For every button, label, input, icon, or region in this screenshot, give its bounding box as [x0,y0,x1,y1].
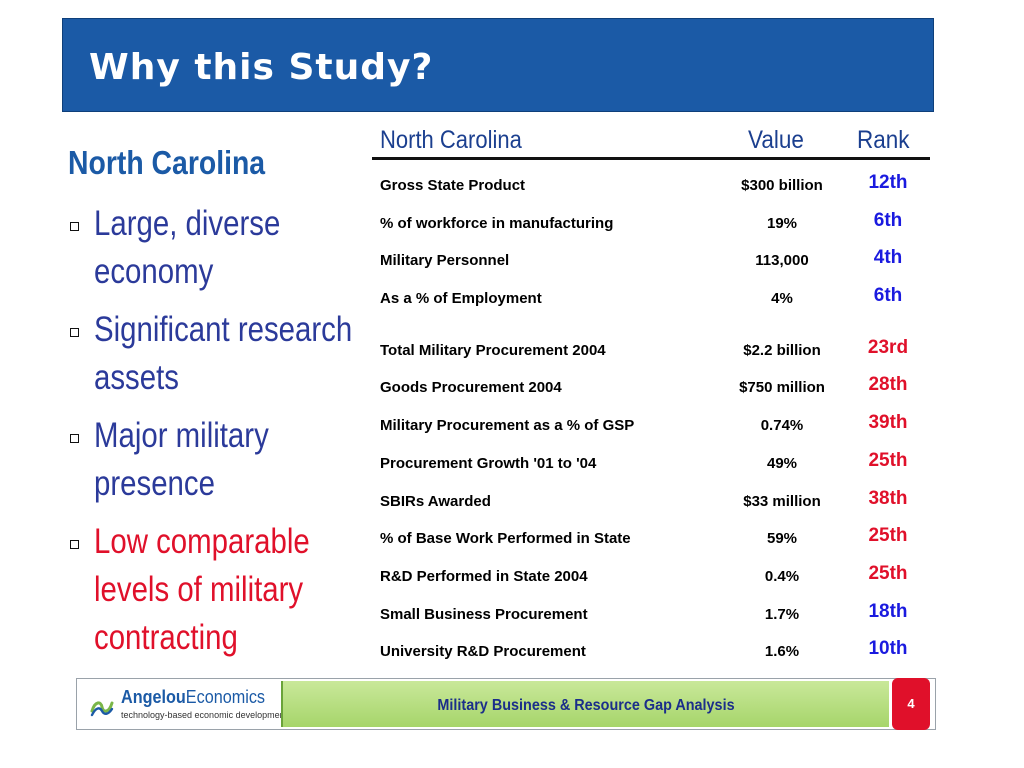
row-label: Small Business Procurement [380,605,588,623]
row-value: $2.2 billion [743,341,821,359]
bullet-text: Significant research assets [94,310,353,397]
row-label: % of Base Work Performed in State [380,530,631,548]
square-bullet-icon [70,540,79,549]
logo-tagline: technology-based economic development [121,710,288,720]
row-value: 113,000 [755,252,809,270]
bullet-item: Large, diverse economy [68,200,358,296]
row-label: Military Procurement as a % of GSP [380,417,635,435]
bullet-text: Major military presence [94,416,269,503]
row-label: Goods Procurement 2004 [380,379,562,397]
header-value: Value [748,126,804,154]
footer: AngelouEconomics technology-based econom… [76,678,936,730]
square-bullet-icon [70,434,79,443]
row-rank: 6th [873,209,903,231]
logo-name-strong: Angelou [121,687,186,707]
row-rank: 25th [868,562,908,584]
logo-swirl-icon [90,701,114,717]
footer-title: Military Business & Resource Gap Analysi… [437,697,735,714]
row-rank: 10th [868,638,908,660]
table-row: As a % of Employment 4% 6th [372,281,930,319]
logo-name: AngelouEconomics [121,687,265,708]
table-row: Military Procurement as a % of GSP 0.74% 3… [372,408,930,446]
row-rank: 23rd [867,336,909,358]
table-row: % of Base Work Performed in State 59% 25th [372,521,930,559]
row-rank: 39th [868,412,908,434]
page-number-badge: 4 [892,678,930,730]
row-value: 1.7% [764,605,800,623]
slide-title: Why this Study? [89,47,434,88]
table-row: SBIRs Awarded $33 million 38th [372,484,930,522]
row-rank: 38th [868,487,908,509]
table-row: R&D Performed in State 2004 0.4% 25th [372,559,930,597]
table-row: Military Personnel 113,000 4th [372,243,930,281]
bullet-text: Large, diverse economy [94,204,281,291]
table-row: Total Military Procurement 2004 $2.2 bill… [372,333,930,371]
row-label: R&D Performed in State 2004 [380,567,588,585]
bullet-text: Low comparable levels of military contra… [94,522,310,657]
row-label: As a % of Employment [380,290,542,308]
row-value: 0.4% [764,567,800,585]
table-row: University R&D Procurement 1.6% 10th [372,634,930,672]
bullet-item: Significant research assets [68,306,358,402]
row-value: $33 million [743,492,821,510]
row-value: 59% [766,530,798,548]
row-rank: 18th [868,600,908,622]
row-label: Gross State Product [380,177,526,194]
row-label: % of workforce in manufacturing [380,214,614,232]
footer-banner: Military Business & Resource Gap Analysi… [281,681,889,727]
header-rank: Rank [857,126,910,154]
bullet-item: Major military presence [68,412,358,508]
page-number: 4 [907,696,915,711]
row-rank: 6th [873,285,903,307]
row-rank: 12th [868,172,908,193]
row-label: Procurement Growth '01 to '04 [380,454,597,472]
row-value: 4% [771,290,793,308]
table-header: North Carolina Value Rank [372,124,930,160]
row-value: 1.6% [764,643,800,661]
data-table: Gross State Product $300 billion 12th % of … [372,168,930,672]
row-label: University R&D Procurement [380,643,586,661]
row-value: 19% [766,214,798,232]
row-value: $750 million [739,379,825,397]
row-rank: 25th [868,449,908,471]
header-name: North Carolina [380,126,522,154]
table-row: Procurement Growth '01 to '04 49% 25th [372,446,930,484]
title-bar: Why this Study? [62,18,934,112]
square-bullet-icon [70,328,79,337]
table-row: Goods Procurement 2004 $750 million 28th [372,370,930,408]
bullet-item: Low comparable levels of military contra… [68,518,358,662]
square-bullet-icon [70,222,79,231]
row-value: 49% [766,454,798,472]
row-value: $300 billion [741,177,823,194]
row-value: 0.74% [760,417,804,435]
row-rank: 25th [868,525,908,547]
row-label: Total Military Procurement 2004 [380,341,606,359]
row-label: Military Personnel [380,252,510,270]
bullet-list: Large, diverse economy Significant resea… [68,200,358,672]
company-logo: AngelouEconomics technology-based econom… [81,683,287,727]
left-heading: North Carolina [68,144,266,181]
table-row: Gross State Product $300 billion 12th [372,168,930,206]
row-label: SBIRs Awarded [380,492,491,510]
logo-name-light: Economics [185,687,266,707]
row-rank: 28th [868,374,908,396]
row-rank: 4th [873,247,903,269]
table-row: % of workforce in manufacturing 19% 6th [372,206,930,244]
table-row: Small Business Procurement 1.7% 18th [372,597,930,635]
